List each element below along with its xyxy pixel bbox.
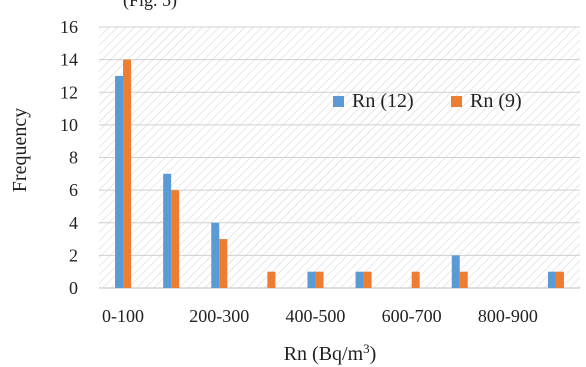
bar-rn-9-700-800 xyxy=(459,271,468,288)
x-tick-label: 800-900 xyxy=(478,306,538,326)
y-tick-label: 4 xyxy=(69,213,78,233)
legend-swatch-rn-9 xyxy=(451,96,462,107)
y-tick-label: 8 xyxy=(69,148,78,168)
y-tick-label: 16 xyxy=(60,17,78,37)
y-tick-labels: 0 2 4 6 8 10 12 14 16 xyxy=(60,17,78,298)
bar-rn-9-100-200 xyxy=(171,190,180,288)
x-tick-label: 400-500 xyxy=(285,306,345,326)
x-tick-labels: 0-100 200-300 400-500 600-700 800-900 xyxy=(102,306,538,326)
legend-label-rn-9: Rn (9) xyxy=(470,90,522,112)
legend-swatch-rn-12 xyxy=(333,96,344,107)
bar-rn-9-400-500 xyxy=(315,271,324,288)
y-tick-label: 2 xyxy=(69,245,78,265)
bar-rn-9-900-1000 xyxy=(555,271,564,288)
bar-rn-9-0-100 xyxy=(123,59,132,288)
x-tick-label: 200-300 xyxy=(189,306,249,326)
legend-label-rn-12: Rn (12) xyxy=(352,90,414,112)
bar-rn-9-600-700 xyxy=(411,271,420,288)
y-tick-label: 0 xyxy=(69,278,78,298)
bar-rn-12-400-500 xyxy=(307,271,316,288)
bar-rn-12-500-600 xyxy=(355,271,364,288)
bar-rn-9-200-300 xyxy=(219,239,228,288)
bar-rn-12-900-1000 xyxy=(547,271,556,288)
x-tick-label: 0-100 xyxy=(102,306,144,326)
bar-rn-12-700-800 xyxy=(451,255,460,288)
bar-rn-9-500-600 xyxy=(363,271,372,288)
bar-rn-12-200-300 xyxy=(211,222,220,288)
gridlines xyxy=(99,26,580,289)
y-tick-label: 12 xyxy=(60,82,78,102)
y-tick-label: 14 xyxy=(60,50,78,70)
bar-rn-12-100-200 xyxy=(163,173,172,288)
x-axis-title: Rn (Bq/m3) xyxy=(284,341,377,365)
x-tick-label: 600-700 xyxy=(382,306,442,326)
top-partial-caption: (Fig. 5) xyxy=(123,0,177,11)
legend: Rn (12) Rn (9) xyxy=(333,90,522,112)
bars xyxy=(115,59,564,288)
y-axis-title: Frequency xyxy=(9,108,31,192)
bar-rn-12-0-100 xyxy=(115,75,124,288)
bar-rn-9-300-400 xyxy=(267,271,276,288)
y-tick-label: 6 xyxy=(69,180,78,200)
y-tick-label: 10 xyxy=(60,115,78,135)
